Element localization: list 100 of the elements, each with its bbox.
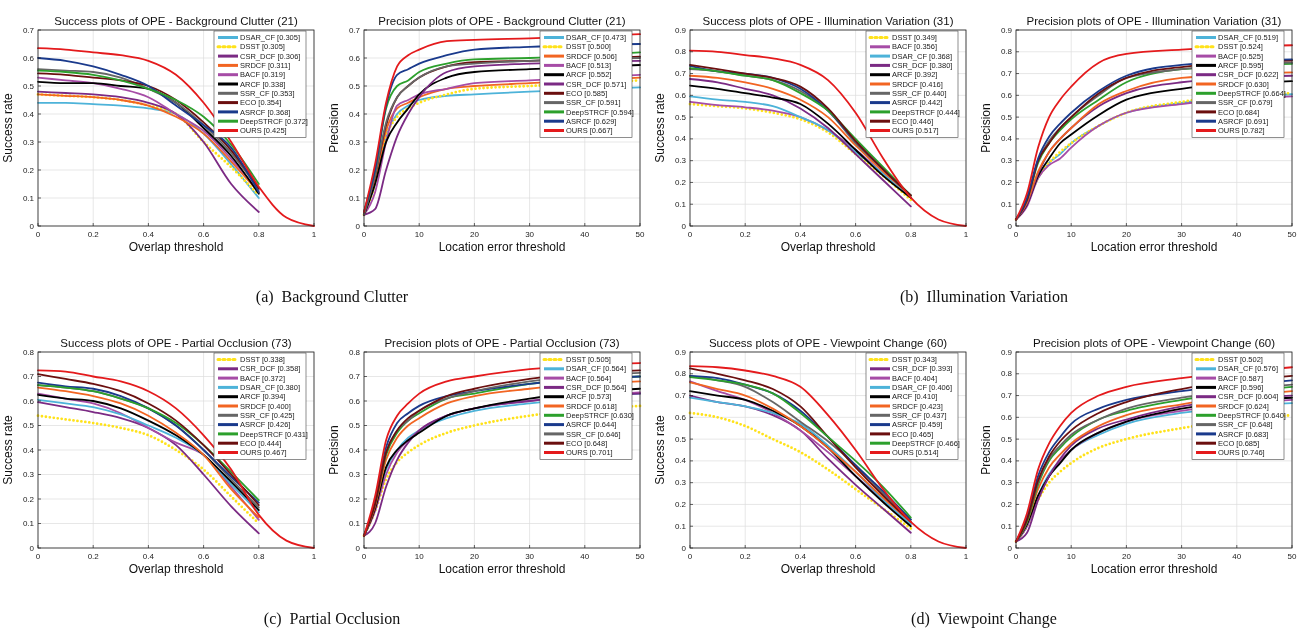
y-tick-label: 0.9 xyxy=(1000,347,1013,357)
y-tick-label: 0.5 xyxy=(22,81,35,91)
x-tick-label: 0.4 xyxy=(142,552,155,561)
y-tick-label: 0.7 xyxy=(1000,391,1013,401)
x-tick-label: 10 xyxy=(414,552,425,561)
chart-title: Precision plots of OPE - Background Clutter (21) xyxy=(378,15,626,27)
y-axis-title: Success rate xyxy=(653,93,667,163)
x-axis-title: Location error threshold xyxy=(438,562,566,576)
x-tick-label: 40 xyxy=(580,230,590,239)
y-tick-label: 0.6 xyxy=(348,396,361,406)
x-tick-label: 0.4 xyxy=(142,230,155,239)
chart-title: Precision plots of OPE - Viewpoint Change (60) xyxy=(1032,337,1276,349)
x-tick-label: 40 xyxy=(1232,552,1242,561)
x-tick-label: 0 xyxy=(1013,230,1019,239)
x-axis-title: Location error threshold xyxy=(1090,240,1218,254)
y-tick-label: 0.2 xyxy=(1000,500,1013,509)
y-tick-label: 0 xyxy=(1007,221,1013,231)
y-tick-label: 0.1 xyxy=(22,193,35,203)
y-tick-label: 0.8 xyxy=(1000,47,1013,57)
y-tick-label: 0.1 xyxy=(22,519,35,529)
x-tick-label: 0.6 xyxy=(198,230,210,239)
y-tick-label: 0.5 xyxy=(1000,112,1013,122)
y-tick-label: 0.8 xyxy=(1000,369,1013,379)
x-tick-label: 20 xyxy=(1121,230,1132,239)
x-tick-label: 20 xyxy=(469,552,480,561)
y-axis-title: Success rate xyxy=(1,93,15,163)
x-tick-label: 50 xyxy=(635,552,645,561)
y-tick-label: 0.3 xyxy=(674,478,687,488)
x-tick-label: 0.4 xyxy=(794,552,807,561)
y-tick-label: 0.5 xyxy=(1000,434,1013,444)
y-tick-label: 0.2 xyxy=(348,494,361,504)
y-tick-label: 0.8 xyxy=(674,369,687,379)
x-axis-title: Overlap threshold xyxy=(780,562,876,576)
y-tick-label: 0.7 xyxy=(674,69,687,79)
y-tick-label: 0.4 xyxy=(1000,456,1013,466)
y-tick-label: 0.6 xyxy=(348,53,361,63)
y-tick-label: 0.5 xyxy=(674,434,687,444)
y-tick-label: 0.3 xyxy=(1000,156,1013,166)
y-tick-label: 0.6 xyxy=(1000,412,1013,422)
y-tick-label: 0.1 xyxy=(674,199,687,209)
x-tick-label: 0.2 xyxy=(87,552,100,561)
x-tick-label: 40 xyxy=(1232,230,1242,239)
y-tick-label: 0.1 xyxy=(348,519,361,529)
x-tick-label: 0 xyxy=(687,230,693,239)
y-tick-label: 0.2 xyxy=(348,165,361,175)
x-tick-label: 1 xyxy=(963,552,969,561)
y-tick-label: 0.9 xyxy=(674,347,687,357)
y-tick-label: 0.9 xyxy=(1000,25,1013,35)
x-tick-label: 30 xyxy=(525,230,535,239)
x-axis-title: Overlap threshold xyxy=(780,240,876,254)
y-tick-label: 0 xyxy=(1007,543,1013,553)
y-tick-label: 0.7 xyxy=(22,372,35,382)
y-tick-label: 0 xyxy=(681,543,687,553)
x-tick-label: 0.8 xyxy=(253,230,265,239)
y-tick-label: 0.5 xyxy=(348,421,361,431)
y-tick-label: 0.5 xyxy=(348,81,361,91)
x-tick-label: 20 xyxy=(1121,552,1132,561)
y-tick-label: 0.6 xyxy=(1000,90,1013,100)
chart-title: Success plots of OPE - Partial Occlusion (73) xyxy=(60,337,292,349)
y-axis-title: Precision xyxy=(979,425,993,475)
y-tick-label: 0.6 xyxy=(674,90,687,100)
x-tick-label: 0.4 xyxy=(794,230,807,239)
y-tick-label: 0.7 xyxy=(348,372,361,382)
chart-title: Success plots of OPE - Viewpoint Change (60) xyxy=(708,337,948,349)
y-tick-label: 0.4 xyxy=(674,456,687,466)
y-tick-label: 0.3 xyxy=(1000,478,1013,488)
y-tick-label: 0.1 xyxy=(1000,521,1013,531)
x-tick-label: 30 xyxy=(1177,552,1187,561)
x-tick-label: 30 xyxy=(525,552,535,561)
x-tick-label: 0.2 xyxy=(739,230,752,239)
y-tick-label: 0.6 xyxy=(22,53,35,63)
x-tick-label: 0 xyxy=(1013,552,1019,561)
y-tick-label: 0 xyxy=(355,543,361,553)
y-tick-label: 0.4 xyxy=(22,109,35,119)
y-tick-label: 0.6 xyxy=(22,396,35,406)
y-tick-label: 0 xyxy=(29,543,35,553)
chart-title: Success plots of OPE - Illumination Variation (31) xyxy=(702,15,954,27)
x-tick-label: 0 xyxy=(687,552,693,561)
x-tick-label: 0.8 xyxy=(905,230,917,239)
x-tick-label: 10 xyxy=(1066,230,1077,239)
y-tick-label: 0.5 xyxy=(674,112,687,122)
x-axis-title: Location error threshold xyxy=(1090,562,1218,576)
x-tick-label: 0.8 xyxy=(905,552,917,561)
y-tick-label: 0.4 xyxy=(674,134,687,144)
x-tick-label: 30 xyxy=(1177,230,1187,239)
y-axis-title: Success rate xyxy=(653,415,667,485)
x-tick-label: 50 xyxy=(635,230,645,239)
x-tick-label: 1 xyxy=(311,552,317,561)
y-tick-label: 0 xyxy=(29,221,35,231)
x-tick-label: 0 xyxy=(361,230,367,239)
y-tick-label: 0.1 xyxy=(674,521,687,531)
x-axis-title: Overlap threshold xyxy=(128,240,224,254)
y-tick-label: 0.6 xyxy=(674,412,687,422)
y-tick-label: 0 xyxy=(681,221,687,231)
y-tick-label: 0.3 xyxy=(674,156,687,166)
x-tick-label: 0.6 xyxy=(198,552,210,561)
y-tick-label: 0.4 xyxy=(348,109,361,119)
y-tick-label: 0.2 xyxy=(1000,178,1013,187)
y-tick-label: 0.5 xyxy=(22,421,35,431)
x-tick-label: 0.6 xyxy=(850,552,862,561)
